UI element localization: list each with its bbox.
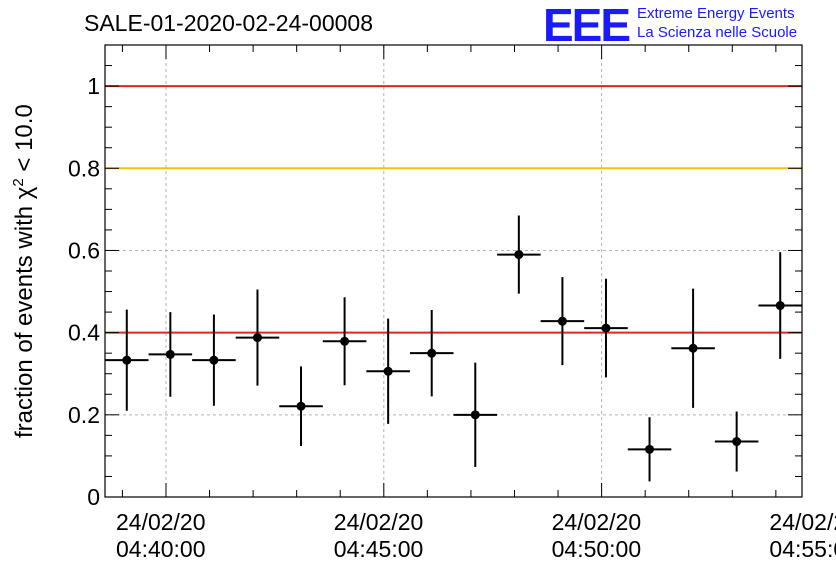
- data-point: [601, 323, 611, 333]
- x-tick-label-date: 24/02/20: [552, 509, 642, 535]
- data-point: [557, 316, 567, 326]
- x-tick-label-time: 04:40:00: [116, 536, 206, 562]
- y-tick-label: 0.4: [68, 320, 100, 346]
- y-tick-label: 1: [87, 73, 100, 99]
- data-point: [645, 444, 655, 454]
- data-point: [775, 301, 785, 311]
- data-point: [427, 348, 437, 358]
- x-tick-label-time: 04:45:00: [334, 536, 424, 562]
- logo-mark: EEE: [543, 0, 631, 51]
- y-axis-label-text: fraction of events with: [11, 199, 38, 438]
- data-point: [165, 349, 175, 359]
- data-point: [470, 410, 480, 420]
- y-tick-label: 0.8: [68, 155, 100, 181]
- y-axis-label-exponent: 2: [10, 178, 27, 187]
- data-point: [340, 336, 350, 346]
- data-point: [688, 343, 698, 353]
- data-point: [122, 355, 132, 365]
- y-tick-label: 0.6: [68, 237, 100, 263]
- logo-line-1: Extreme Energy Events: [637, 5, 795, 22]
- x-tick-label-time: 04:55:0: [769, 536, 836, 562]
- data-point: [252, 333, 262, 343]
- plot-frame: [104, 44, 803, 498]
- logo-line-2: La Scienza nelle Scuole: [637, 24, 798, 41]
- data-point: [209, 355, 219, 365]
- data-point: [514, 250, 524, 260]
- x-tick-label-date: 24/02/20: [334, 509, 424, 535]
- x-tick-label-time: 04:50:00: [552, 536, 642, 562]
- x-tick-label-date: 24/02/2: [769, 509, 836, 535]
- y-tick-label: 0: [87, 484, 100, 510]
- y-tick-label: 0.2: [68, 402, 100, 428]
- eee-logo: EEE Extreme Energy Events La Scienza nel…: [543, 0, 833, 51]
- data-point: [296, 401, 306, 411]
- y-axis-label-threshold: < 10.0: [11, 104, 38, 179]
- data-point: [732, 437, 742, 447]
- chart-title: SALE-01-2020-02-24-00008: [84, 10, 373, 36]
- y-axis-label-chi: χ: [11, 186, 38, 200]
- data-point: [383, 366, 393, 376]
- y-axis-label: fraction of events with χ2 < 10.0: [10, 104, 39, 438]
- x-tick-label-date: 24/02/20: [116, 509, 206, 535]
